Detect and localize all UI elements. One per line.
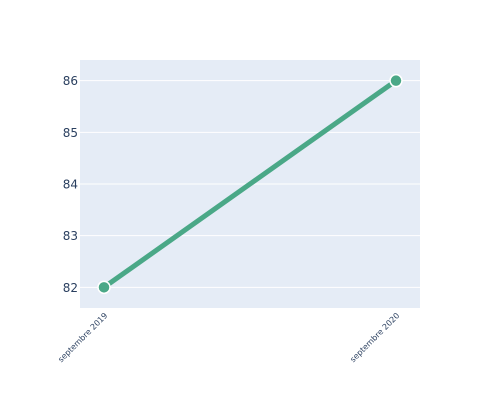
series-layer	[97, 73, 403, 295]
series-line	[101, 78, 399, 290]
y-tick-label: 82	[63, 281, 78, 295]
y-tick-label: 85	[63, 126, 78, 140]
x-tick-label: septembre 2020	[348, 311, 401, 364]
y-tick-label: 83	[63, 229, 78, 243]
data-point	[389, 73, 403, 88]
y-tick-label: 86	[63, 74, 78, 88]
data-point	[97, 280, 111, 295]
y-axis: 82 83 84 85 86	[63, 74, 78, 295]
x-tick-label: septembre 2019	[56, 311, 109, 364]
x-axis: septembre 2019 septembre 2020	[56, 311, 401, 364]
y-tick-label: 84	[63, 178, 78, 192]
